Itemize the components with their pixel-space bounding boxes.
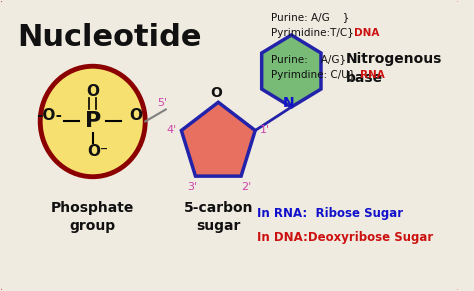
Text: 4': 4'	[166, 125, 176, 134]
Text: O: O	[129, 108, 143, 123]
Text: Nucleotide: Nucleotide	[18, 23, 202, 52]
Polygon shape	[262, 35, 321, 107]
Text: O: O	[86, 84, 99, 99]
Text: 5': 5'	[157, 98, 167, 108]
Text: Purine:    A/G}: Purine: A/G}	[271, 54, 346, 64]
Text: P: P	[84, 111, 101, 132]
Text: -O-: -O-	[36, 108, 63, 123]
FancyBboxPatch shape	[0, 0, 460, 291]
Text: 1': 1'	[260, 125, 270, 136]
Text: N: N	[283, 96, 295, 110]
Text: DNA: DNA	[354, 28, 379, 38]
Text: Pyrimidine:T/C}: Pyrimidine:T/C}	[271, 28, 354, 38]
Polygon shape	[182, 102, 255, 176]
Text: Phosphate
group: Phosphate group	[51, 201, 135, 233]
Text: O⁻: O⁻	[87, 144, 108, 159]
Text: Nitrogenous
base: Nitrogenous base	[346, 52, 443, 85]
Text: 2': 2'	[241, 182, 252, 192]
Text: O: O	[210, 86, 222, 100]
Circle shape	[40, 66, 145, 177]
Text: In DNA:Deoxyribose Sugar: In DNA:Deoxyribose Sugar	[257, 231, 433, 244]
Text: In RNA:  Ribose Sugar: In RNA: Ribose Sugar	[257, 207, 403, 220]
Text: 3': 3'	[187, 182, 197, 192]
Text: Pyrimdine: C/U}: Pyrimdine: C/U}	[271, 70, 355, 80]
Text: 5-carbon
sugar: 5-carbon sugar	[183, 201, 253, 233]
Text: RNA: RNA	[360, 70, 384, 80]
Text: Purine: A/G    }: Purine: A/G }	[271, 12, 349, 22]
